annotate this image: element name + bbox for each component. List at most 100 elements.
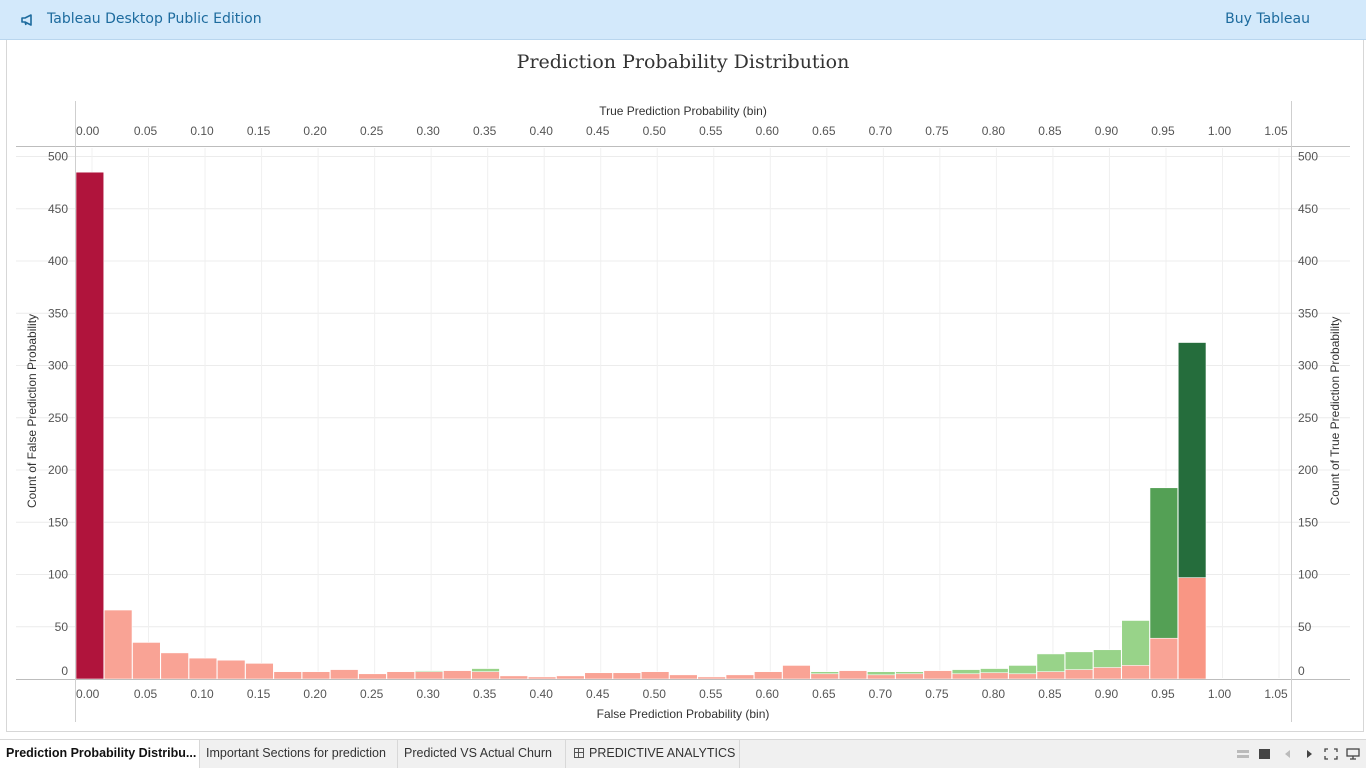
false-bar: [1122, 665, 1150, 679]
false-bar: [839, 671, 867, 679]
tab-label: Important Sections for prediction: [206, 746, 386, 760]
tab-label: Predicted VS Actual Churn: [404, 746, 552, 760]
presentation-icon[interactable]: [1346, 748, 1360, 760]
y-tick-label-right: 100: [1298, 568, 1318, 582]
x-tick-label-top: 0.95: [1151, 124, 1175, 138]
y-tick-label-right: 50: [1298, 620, 1312, 634]
false-bar: [217, 660, 245, 679]
x-tick-label-bottom: 0.15: [247, 687, 271, 701]
false-bar: [359, 674, 387, 679]
x-tick-label-bottom: 0.10: [190, 687, 214, 701]
y-tick-label-left: 0: [61, 664, 68, 678]
false-bar: [330, 670, 358, 679]
tab-label: Prediction Probability Distribu...: [6, 746, 196, 760]
sheet-view-icon[interactable]: [1258, 748, 1272, 760]
y-tick-label-left: 400: [48, 254, 68, 268]
false-bar: [1178, 578, 1206, 679]
x-tick-label-bottom: 0.25: [360, 687, 384, 701]
false-bar: [76, 172, 104, 679]
false-bar: [133, 642, 161, 679]
false-bar: [500, 676, 528, 679]
x-tick-label-top: 0.30: [416, 124, 440, 138]
y-tick-label-left: 500: [48, 150, 68, 164]
x-tick-label-bottom: 0.00: [76, 687, 100, 701]
false-bar: [1009, 674, 1037, 679]
x-tick-label-bottom: 0.55: [699, 687, 723, 701]
x-tick-label-top: 0.90: [1095, 124, 1119, 138]
y-axis-title-right: Count of True Prediction Probability: [1328, 317, 1342, 506]
y-tick-label-right: 450: [1298, 202, 1318, 216]
tab-label: PREDICTIVE ANALYTICS: [589, 746, 735, 760]
x-tick-label-top: 0.45: [586, 124, 610, 138]
false-bar: [443, 671, 471, 679]
false-prediction-bars: [76, 172, 1206, 679]
y-tick-label-right: 300: [1298, 359, 1318, 373]
grid-view-icon[interactable]: [1236, 748, 1250, 760]
false-bar: [161, 653, 189, 679]
x-tick-label-top: 0.50: [643, 124, 667, 138]
false-bar: [189, 658, 217, 679]
false-bar: [980, 673, 1008, 679]
next-icon[interactable]: [1302, 748, 1316, 760]
y-tick-label-right: 500: [1298, 150, 1318, 164]
y-tick-label-right: 400: [1298, 254, 1318, 268]
tab-important-sections[interactable]: Important Sections for prediction: [200, 740, 398, 768]
x-tick-label-bottom: 0.65: [812, 687, 836, 701]
x-tick-label-bottom: 0.75: [925, 687, 949, 701]
x-tick-label-bottom: 0.60: [756, 687, 780, 701]
x-tick-label-bottom: 0.85: [1038, 687, 1062, 701]
histogram-chart: 0 0 50 50 100 100 150 150 200 200 250 250 300 300 350 3…: [0, 0, 1366, 735]
x-tick-label-bottom: 1.05: [1264, 687, 1288, 701]
x-tick-label-bottom: 0.90: [1095, 687, 1119, 701]
false-bar: [924, 671, 952, 679]
true-prediction-bars: [415, 343, 1206, 679]
x-tick-label-top: 0.70: [869, 124, 893, 138]
false-bar: [641, 672, 669, 679]
false-bar: [1065, 670, 1093, 679]
false-bar: [726, 675, 754, 679]
y-tick-label-left: 250: [48, 411, 68, 425]
dashboard-grid-icon: [574, 748, 584, 758]
x-tick-label-top: 0.80: [982, 124, 1006, 138]
x-tick-label-top: 0.35: [473, 124, 497, 138]
false-bar: [246, 663, 274, 679]
prev-icon[interactable]: [1281, 748, 1295, 760]
x-tick-label-top: 0.25: [360, 124, 384, 138]
x-tick-label-top: 0.60: [756, 124, 780, 138]
false-bar: [896, 674, 924, 679]
y-tick-label-left: 100: [48, 568, 68, 582]
false-bar: [1093, 668, 1121, 679]
false-bar: [698, 677, 726, 679]
y-tick-label-right: 250: [1298, 411, 1318, 425]
x-tick-label-bottom: 0.20: [303, 687, 327, 701]
false-bar: [387, 672, 415, 679]
tab-predictive-analytics[interactable]: PREDICTIVE ANALYTICS: [566, 740, 740, 768]
false-bar: [952, 674, 980, 679]
tab-predicted-vs-actual-churn[interactable]: Predicted VS Actual Churn: [398, 740, 566, 768]
x-tick-label-top: 0.05: [134, 124, 158, 138]
false-bar: [811, 674, 839, 679]
y-tick-label-right: 150: [1298, 515, 1318, 529]
x-tick-label-bottom: 0.40: [530, 687, 554, 701]
false-bar: [754, 672, 782, 679]
false-bar: [670, 675, 698, 679]
y-axis-title-left: Count of False Prediction Probability: [25, 314, 39, 508]
x-tick-label-top: 0.55: [699, 124, 723, 138]
false-bar: [783, 665, 811, 679]
x-tick-label-top: 0.10: [190, 124, 214, 138]
x-tick-label-bottom: 0.30: [416, 687, 440, 701]
x-tick-label-top: 0.65: [812, 124, 836, 138]
tab-prediction-probability-distribution[interactable]: Prediction Probability Distribu...: [0, 740, 200, 768]
x-tick-label-bottom: 0.45: [586, 687, 610, 701]
x-tick-label-bottom: 0.70: [869, 687, 893, 701]
fullscreen-icon[interactable]: [1324, 748, 1338, 760]
x-axis-title-bottom: False Prediction Probability (bin): [597, 707, 770, 721]
false-bar: [274, 672, 302, 679]
y-tick-label-right: 200: [1298, 463, 1318, 477]
sheet-tab-bar: Prediction Probability Distribu... Impor…: [0, 739, 1366, 768]
y-tick-label-left: 300: [48, 359, 68, 373]
y-tick-label-right: 350: [1298, 306, 1318, 320]
false-bar: [302, 672, 330, 679]
x-tick-label-top: 0.40: [530, 124, 554, 138]
x-tick-label-top: 0.75: [925, 124, 949, 138]
